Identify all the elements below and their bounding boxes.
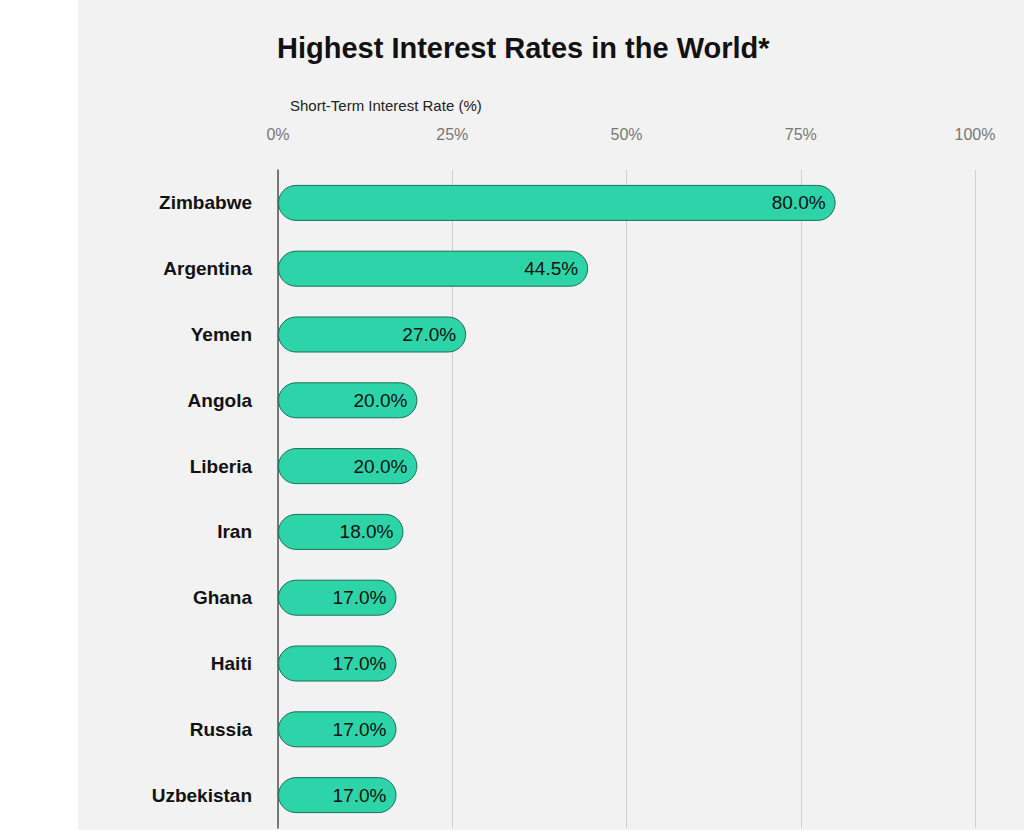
svg-text:17.0%: 17.0% [333,719,387,740]
svg-text:50%: 50% [610,126,642,143]
svg-text:44.5%: 44.5% [524,258,578,279]
svg-text:17.0%: 17.0% [333,785,387,806]
svg-text:18.0%: 18.0% [340,521,394,542]
svg-text:75%: 75% [785,126,817,143]
svg-text:Liberia: Liberia [190,456,253,477]
svg-text:Zimbabwe: Zimbabwe [159,192,252,213]
svg-text:Angola: Angola [188,390,253,411]
svg-text:Highest Interest Rates in the: Highest Interest Rates in the World* [277,32,770,64]
svg-text:17.0%: 17.0% [333,653,387,674]
svg-text:Iran: Iran [217,521,252,542]
svg-text:80.0%: 80.0% [772,192,826,213]
svg-text:17.0%: 17.0% [333,587,387,608]
svg-text:Yemen: Yemen [191,324,252,345]
svg-text:20.0%: 20.0% [354,456,408,477]
svg-text:27.0%: 27.0% [402,324,456,345]
svg-text:20.0%: 20.0% [354,390,408,411]
svg-text:Uzbekistan: Uzbekistan [152,785,252,806]
svg-text:100%: 100% [955,126,996,143]
svg-text:Russia: Russia [190,719,253,740]
svg-text:Ghana: Ghana [193,587,253,608]
svg-text:Haiti: Haiti [211,653,252,674]
svg-text:Argentina: Argentina [163,258,252,279]
svg-text:0%: 0% [266,126,289,143]
svg-text:25%: 25% [436,126,468,143]
svg-text:Short-Term Interest Rate (%): Short-Term Interest Rate (%) [290,97,482,114]
